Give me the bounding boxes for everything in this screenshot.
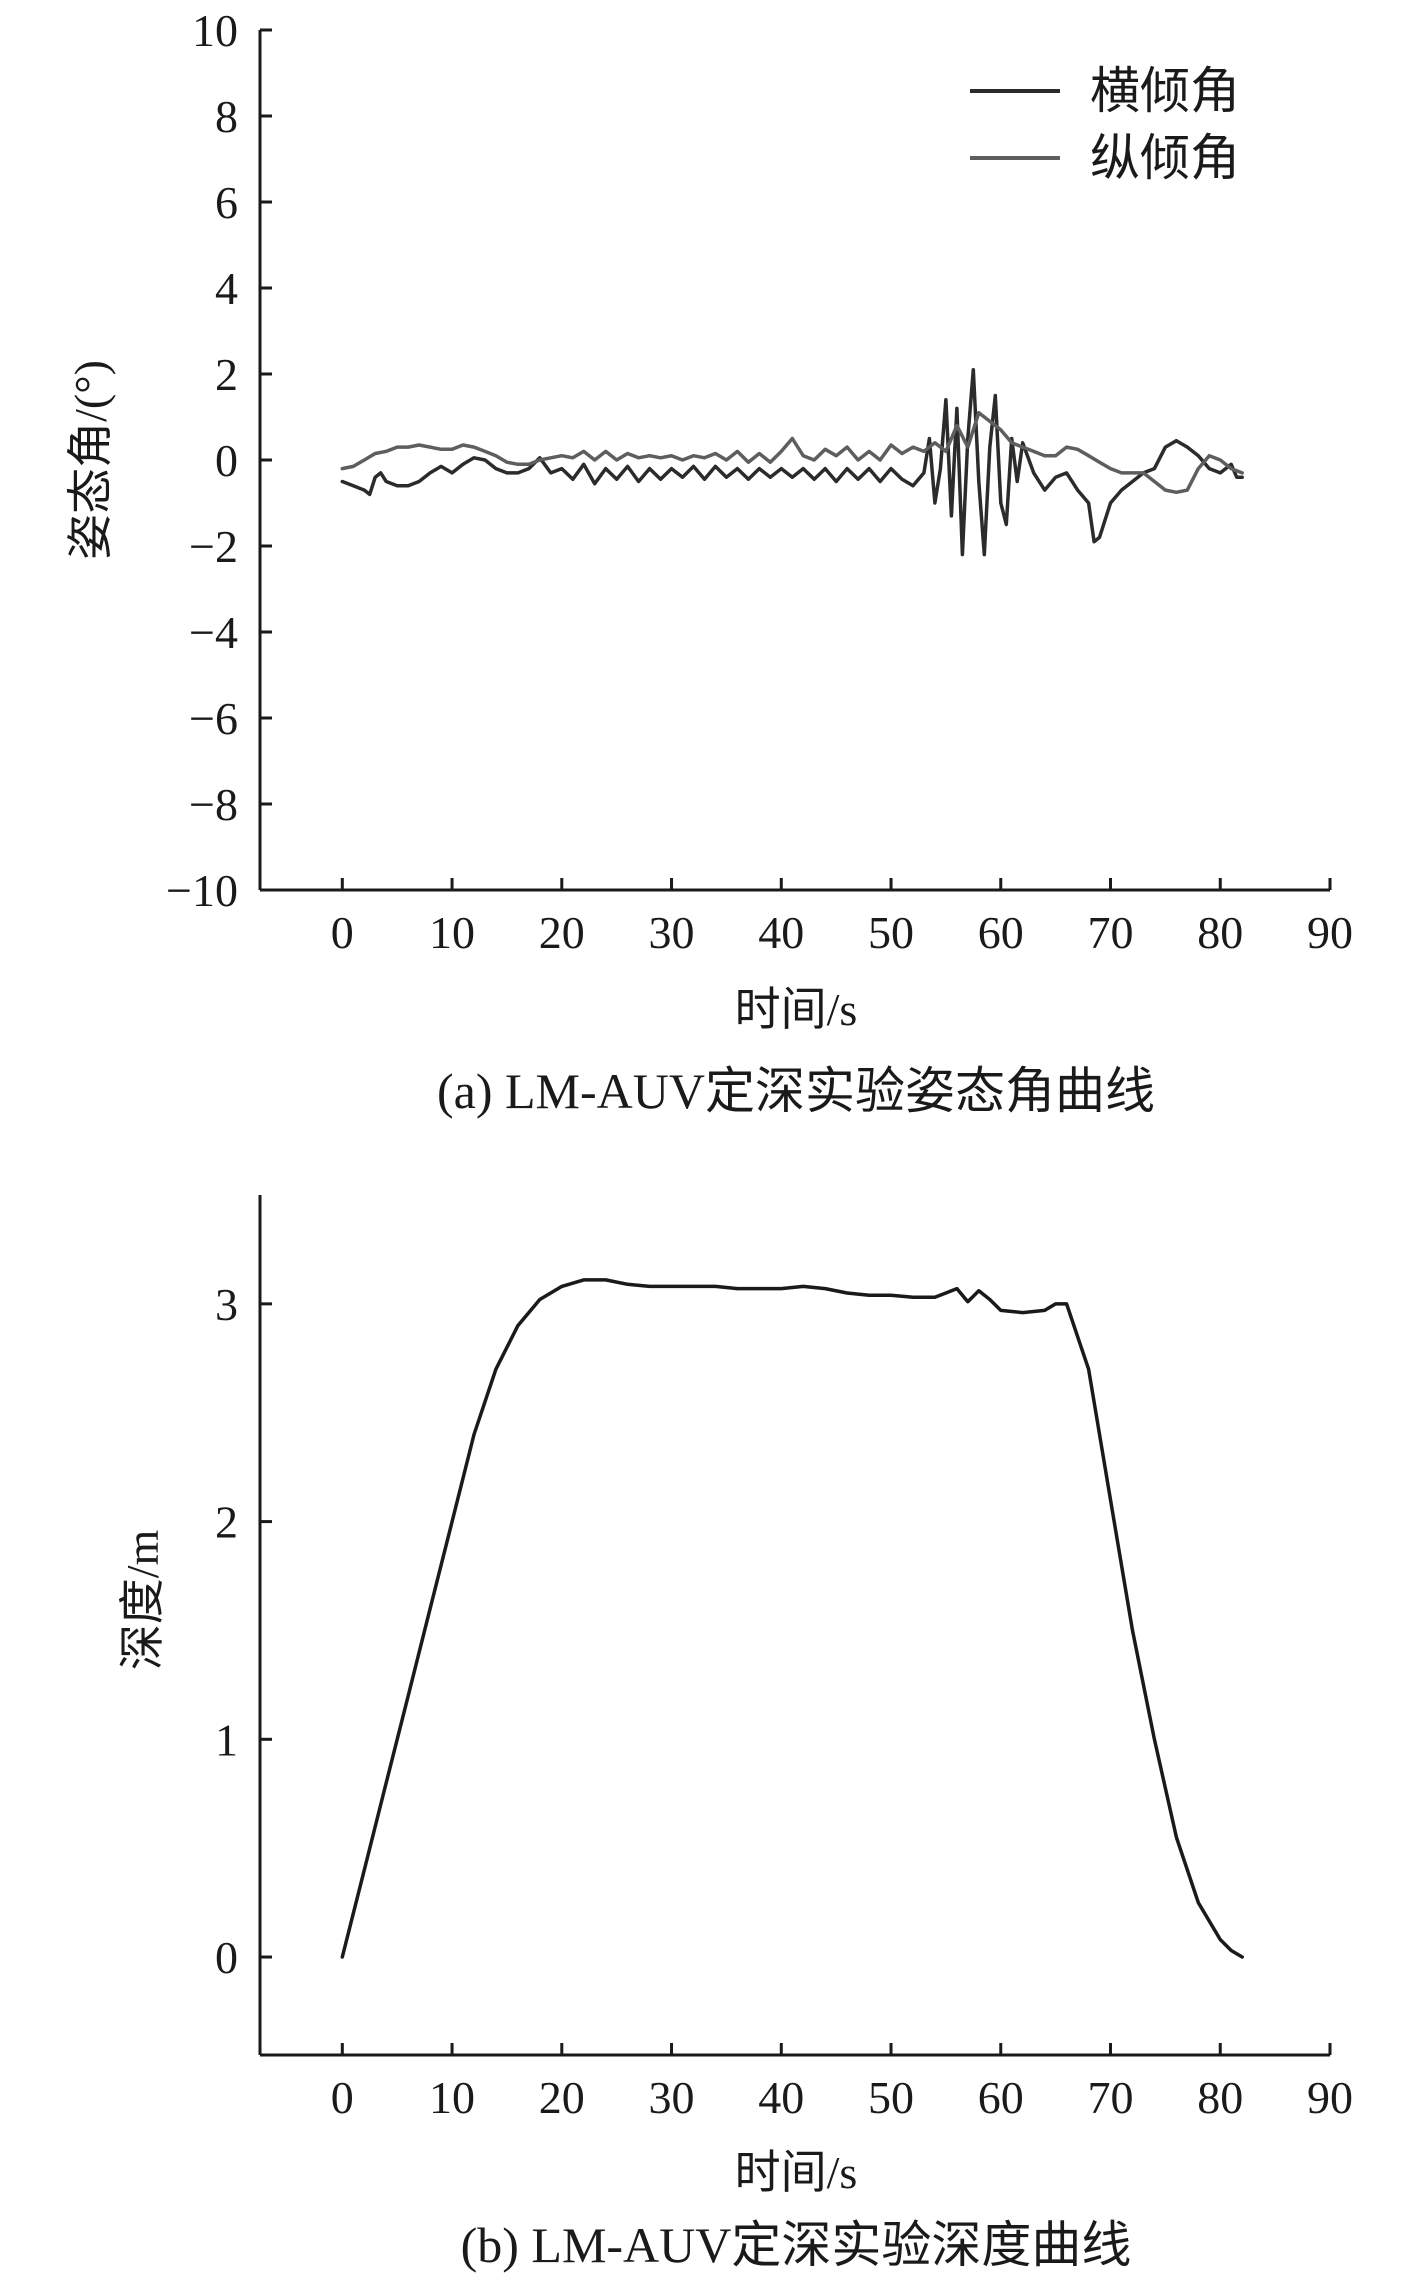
attitude-x-tick-label: 10 [429, 907, 475, 958]
legend-label-roll: 横倾角 [1090, 63, 1240, 119]
attitude-x-tick-label: 70 [1088, 907, 1134, 958]
attitude-x-tick-label: 80 [1197, 907, 1243, 958]
attitude-x-tick-label: 50 [868, 907, 914, 958]
attitude-caption: (a) LM-AUV定深实验姿态角曲线 [437, 1063, 1155, 1119]
depth-y-ticks: 0 1 2 3 [215, 1279, 272, 1983]
attitude-angle-chart: 0 10 20 30 40 50 60 70 80 90 −10 −8 −6 −4 −2 0 2 4 6 8 10 时… [65, 5, 1353, 1119]
attitude-y-axis-label: 姿态角/(°) [65, 360, 116, 560]
attitude-y-tick-label: −4 [189, 607, 238, 658]
depth-y-tick-label: 0 [215, 1932, 238, 1983]
depth-x-ticks: 0 10 20 30 40 50 60 70 80 90 [331, 2043, 1353, 2123]
depth-y-tick-label: 1 [215, 1714, 238, 1765]
attitude-x-ticks: 0 10 20 30 40 50 60 70 80 90 [331, 878, 1353, 958]
depth-axes [258, 1195, 1330, 2057]
attitude-series [340, 367, 1244, 557]
depth-y-tick-label: 2 [215, 1497, 238, 1548]
attitude-series-line-2 [340, 410, 1244, 495]
depth-x-tick-label: 30 [649, 2072, 695, 2123]
attitude-x-tick-label: 60 [978, 907, 1024, 958]
depth-x-axis-label: 时间/s [735, 2147, 858, 2198]
depth-x-tick-label: 0 [331, 2072, 354, 2123]
depth-x-tick-label: 20 [539, 2072, 585, 2123]
attitude-y-tick-label: 2 [215, 349, 238, 400]
depth-x-tick-label: 40 [758, 2072, 804, 2123]
attitude-y-ticks: −10 −8 −6 −4 −2 0 2 4 6 8 10 [166, 5, 272, 916]
attitude-legend: 横倾角 纵倾角 [970, 63, 1240, 186]
attitude-y-tick-label: 8 [215, 91, 238, 142]
attitude-x-tick-label: 90 [1307, 907, 1353, 958]
attitude-y-tick-label: −10 [166, 865, 238, 916]
attitude-y-tick-label: 10 [192, 5, 238, 56]
depth-x-tick-label: 50 [868, 2072, 914, 2123]
depth-y-axis-label: 深度/m [117, 1530, 168, 1671]
attitude-y-tick-label: −6 [189, 693, 238, 744]
attitude-y-tick-label: −8 [189, 779, 238, 830]
attitude-series-line-1 [340, 367, 1244, 557]
depth-x-tick-label: 60 [978, 2072, 1024, 2123]
attitude-x-tick-label: 30 [649, 907, 695, 958]
legend-label-pitch: 纵倾角 [1090, 130, 1240, 186]
attitude-y-tick-label: 0 [215, 435, 238, 486]
attitude-x-tick-label: 40 [758, 907, 804, 958]
depth-x-tick-label: 90 [1307, 2072, 1353, 2123]
attitude-x-axis-label: 时间/s [735, 984, 858, 1035]
attitude-y-tick-label: 4 [215, 263, 238, 314]
attitude-y-tick-label: −2 [189, 521, 238, 572]
depth-series-line-1 [340, 1278, 1244, 1959]
depth-x-tick-label: 10 [429, 2072, 475, 2123]
attitude-x-tick-label: 20 [539, 907, 585, 958]
depth-caption: (b) LM-AUV定深实验深度曲线 [461, 2217, 1132, 2273]
attitude-x-tick-label: 0 [331, 907, 354, 958]
depth-chart: 0 10 20 30 40 50 60 70 80 90 0 1 2 3 时间/s 深度/m (b) L… [117, 1195, 1353, 2273]
depth-series [340, 1278, 1244, 1959]
depth-x-tick-label: 80 [1197, 2072, 1243, 2123]
depth-x-tick-label: 70 [1088, 2072, 1134, 2123]
attitude-y-tick-label: 6 [215, 177, 238, 228]
depth-y-tick-label: 3 [215, 1279, 238, 1330]
